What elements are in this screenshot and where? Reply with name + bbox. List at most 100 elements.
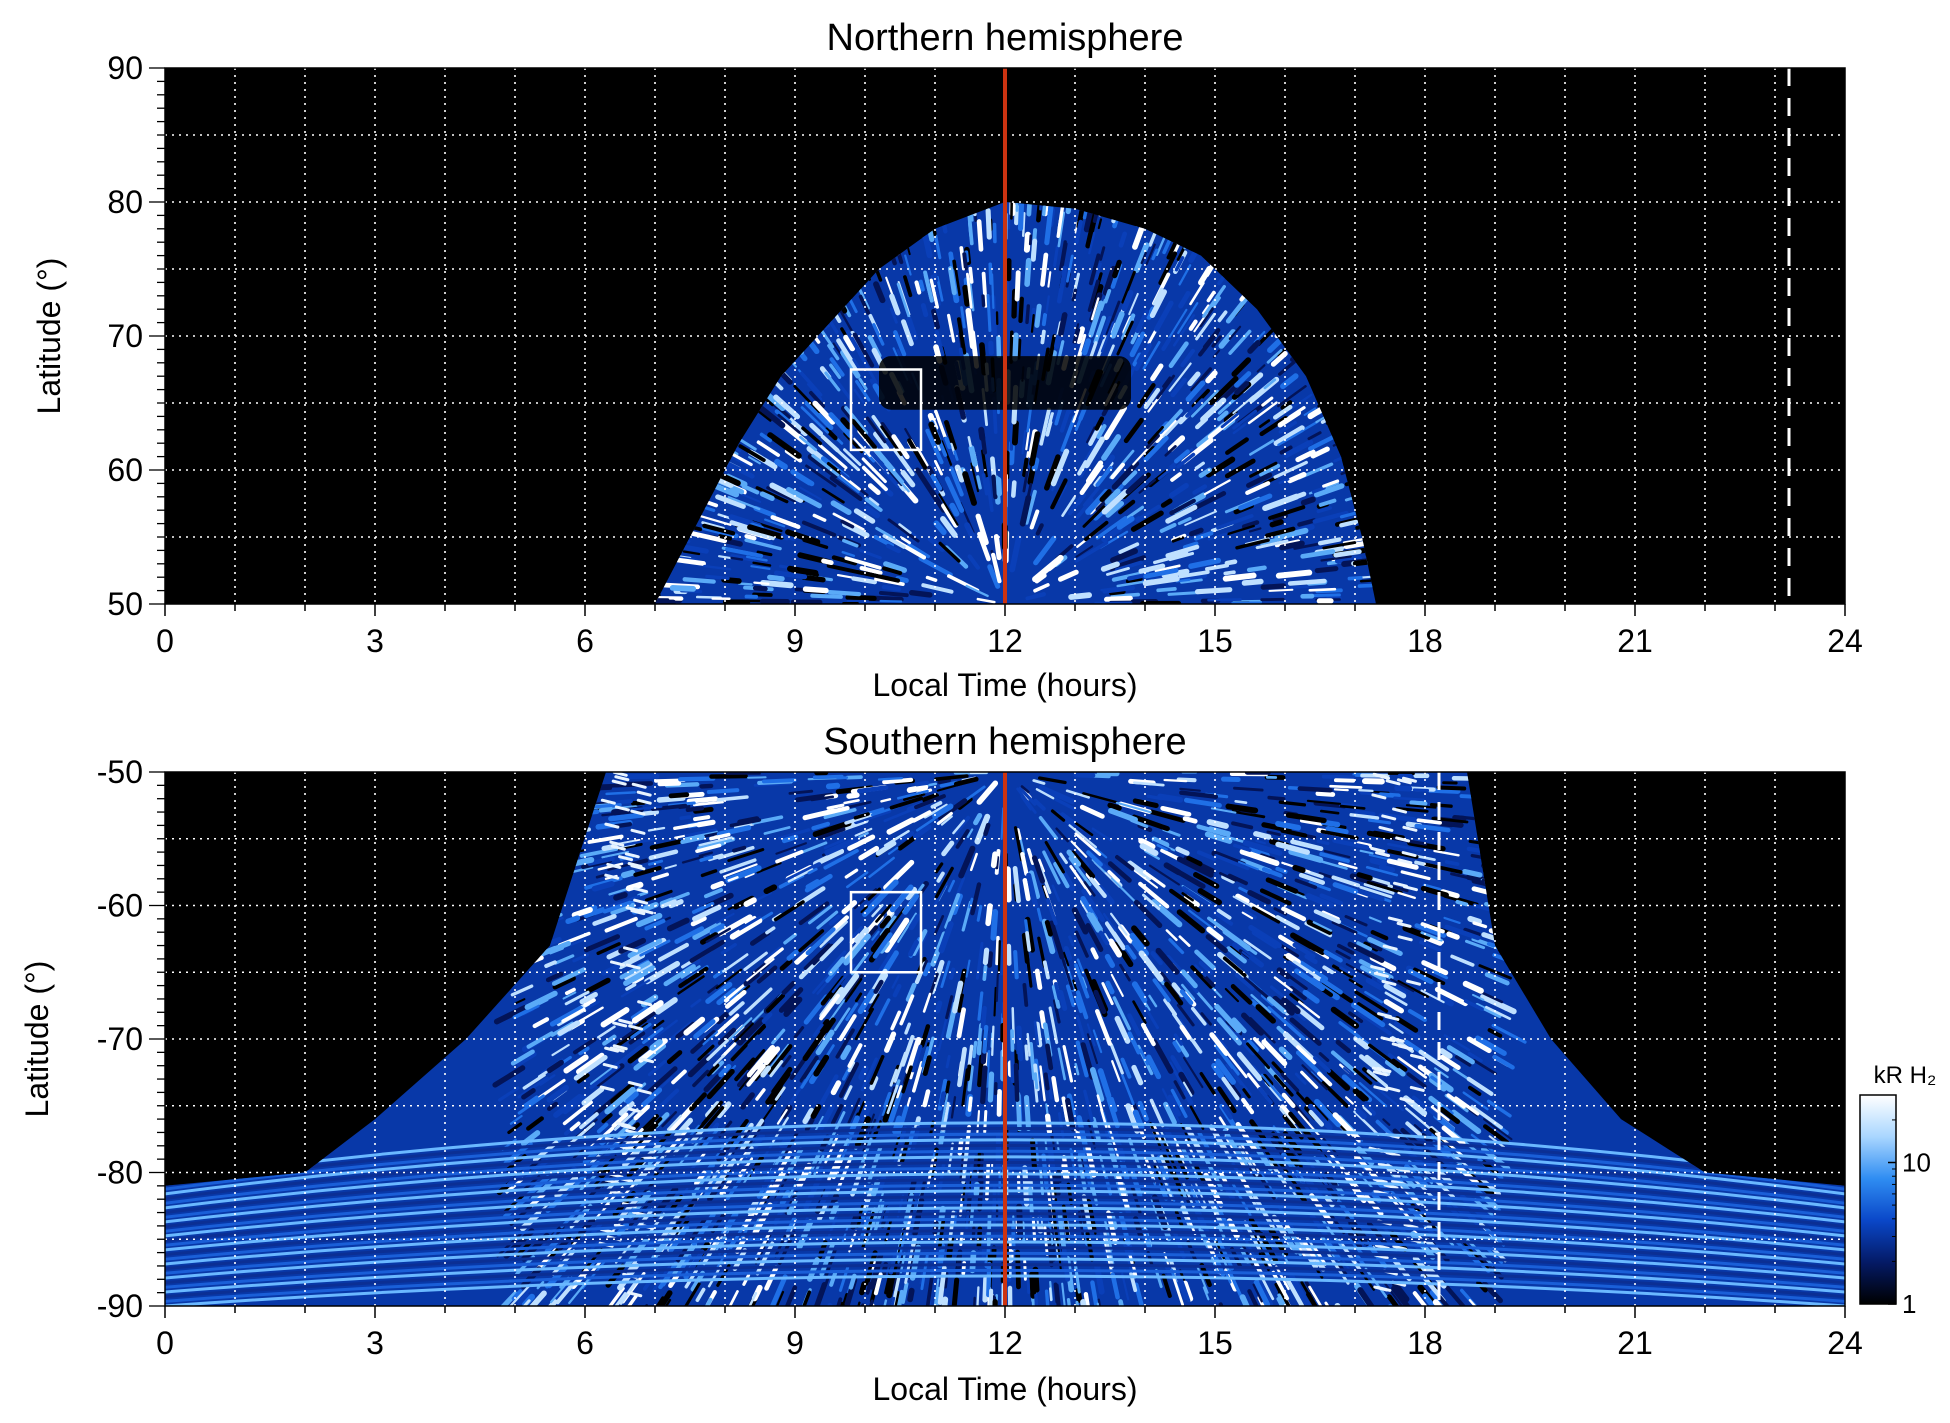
emission-streak [1184,797,1222,808]
emission-streak [854,992,863,1003]
emission-streak [1125,1103,1141,1134]
emission-streak [1441,1105,1454,1116]
emission-streak [1142,340,1161,370]
emission-streak [859,1281,867,1296]
emission-streak [1075,1040,1089,1078]
emission-streak [596,1122,609,1134]
emission-streak [1182,541,1199,550]
emission-streak [919,1024,931,1048]
emission-streak [1338,862,1358,870]
emission-streak [953,776,979,787]
emission-streak [853,437,872,458]
emission-streak [1353,1110,1380,1136]
emission-streak [883,561,907,573]
emission-streak [1069,865,1092,896]
emission-streak [1044,1289,1051,1306]
emission-streak [1116,516,1135,530]
emission-streak [1090,1280,1101,1306]
emission-streak [1079,804,1105,819]
north-ylabel: Latitude (°) [31,258,67,415]
emission-streak [1344,1096,1354,1105]
emission-streak [819,1185,832,1206]
emission-streak [1466,1076,1494,1096]
emission-streak [1060,869,1076,891]
emission-streak [874,577,905,587]
emission-streak [1074,822,1094,837]
emission-streak [769,482,804,503]
emission-streak [1288,960,1314,978]
emission-streak [776,1108,788,1125]
emission-streak [1022,467,1029,493]
emission-streak [1402,925,1431,940]
emission-streak [768,1274,788,1306]
emission-streak [1026,848,1035,865]
emission-streak [885,543,901,554]
emission-streak [1149,1098,1165,1128]
emission-streak [1097,218,1103,230]
emission-streak [1102,912,1117,932]
emission-streak [1434,986,1468,1007]
emission-streak [607,860,643,871]
emission-streak [832,342,842,356]
emission-streak [569,937,587,947]
emission-streak [829,363,842,379]
emission-streak [1140,251,1147,265]
emission-streak [729,520,751,530]
emission-streak [584,876,623,890]
emission-streak [1029,1271,1037,1299]
emission-streak [525,1158,550,1180]
emission-streak [976,219,984,252]
emission-streak [655,997,678,1015]
emission-streak [1115,855,1135,871]
emission-streak [1040,329,1046,345]
emission-streak [1083,436,1105,469]
emission-streak [843,334,856,352]
emission-streak [865,416,887,444]
emission-streak [941,503,959,528]
emission-streak [1266,348,1283,364]
emission-streak [1108,938,1123,958]
emission-streak [952,819,966,835]
emission-streak [786,949,799,961]
emission-streak [1057,1047,1066,1081]
emission-streak [620,979,651,998]
emission-streak [724,1290,739,1306]
emission-streak [1151,836,1170,848]
emission-streak [1050,478,1068,510]
emission-streak [1060,242,1068,267]
emission-streak [1065,789,1090,799]
emission-streak [1109,1096,1118,1113]
emission-streak [853,812,870,820]
emission-streak [1420,885,1449,898]
emission-streak [1350,50,1363,70]
emission-streak [732,1248,748,1271]
emission-streak [1344,915,1368,927]
emission-streak [807,867,818,875]
emission-streak [1273,976,1293,992]
emission-streak [985,208,992,240]
emission-streak [1231,810,1266,819]
emission-streak [770,515,801,529]
emission-streak [612,1044,644,1071]
emission-streak [1354,809,1376,817]
emission-streak [931,1047,939,1065]
emission-streak [706,788,740,794]
emission-streak [1465,939,1486,950]
emission-streak [1278,420,1298,434]
emission-streak [1365,977,1384,991]
emission-streak [1148,864,1181,886]
emission-streak [1000,807,1005,840]
emission-streak [1206,290,1216,303]
emission-streak [1173,1080,1186,1100]
emission-streak [756,550,773,557]
emission-streak [1391,1280,1410,1303]
emission-streak [911,1125,921,1149]
emission-streak [985,1049,991,1088]
emission-streak [1151,839,1176,852]
emission-streak [1217,310,1228,323]
y-tick-label: 80 [107,184,143,220]
emission-streak [1397,979,1430,998]
emission-streak [1112,259,1122,279]
emission-streak [1333,788,1349,792]
emission-streak [937,1243,946,1269]
